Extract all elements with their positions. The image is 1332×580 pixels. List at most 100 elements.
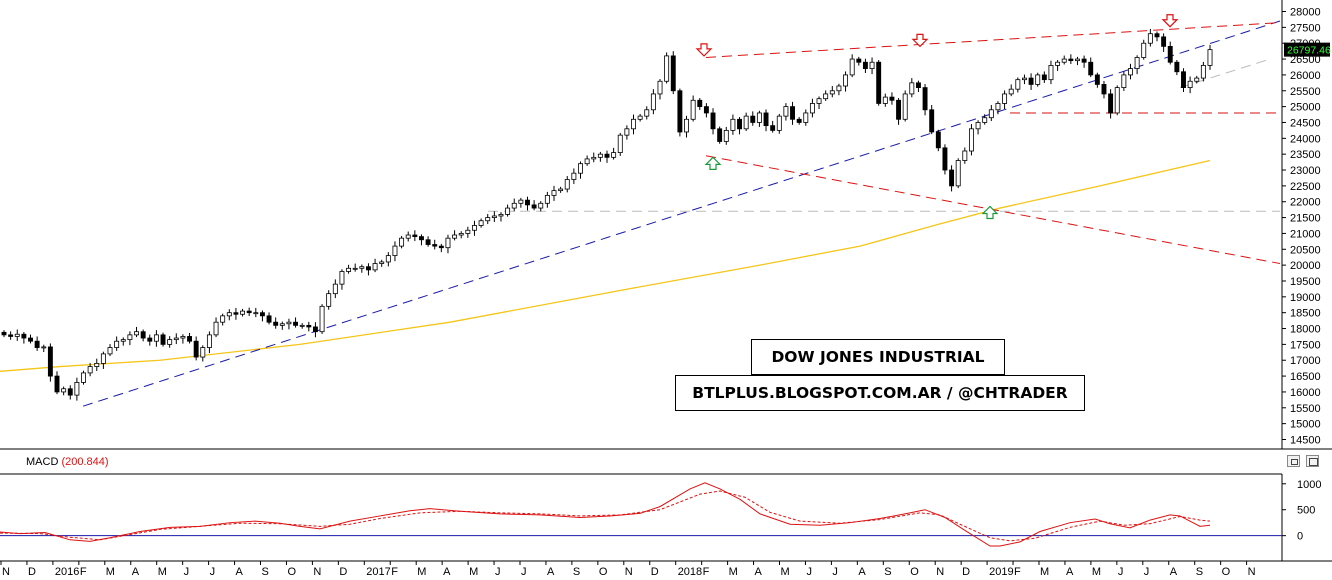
candle-body (584, 158, 590, 165)
candle-body (975, 122, 981, 130)
price-tick-label: 22000 (1290, 197, 1321, 209)
time-tick-label: D (962, 566, 970, 578)
price-tick-label: 14500 (1290, 434, 1321, 446)
candle-body (809, 103, 815, 114)
candle-body (379, 261, 385, 264)
candle-body (160, 334, 166, 345)
restore-button[interactable] (1287, 455, 1300, 467)
candle-body (929, 109, 935, 133)
price-tick-label: 22500 (1290, 181, 1321, 193)
candle-body (1207, 49, 1213, 66)
price-tick-label: 27500 (1290, 22, 1321, 34)
price-tick-label: 15000 (1290, 419, 1321, 431)
price-tick-label: 16000 (1290, 387, 1321, 399)
candle-body (1055, 61, 1061, 66)
price-tick-label: 24000 (1290, 133, 1321, 145)
candle-body (1128, 68, 1133, 76)
candle-body (1174, 61, 1180, 73)
candle-body (564, 179, 570, 190)
candle-body (452, 234, 458, 239)
candle-body (544, 194, 550, 204)
candle-body (273, 321, 279, 326)
candle-body (962, 150, 968, 161)
price-tick-label: 20000 (1290, 260, 1321, 272)
candle-body (829, 90, 835, 95)
arrow-down-icon (695, 43, 713, 57)
close-button[interactable] (1306, 455, 1319, 467)
candle-body (127, 334, 133, 341)
time-tick-label: J (832, 566, 838, 578)
candle-body (1141, 42, 1147, 58)
candle-body (385, 255, 391, 263)
candle-body (306, 324, 312, 328)
time-tick-label: J (806, 566, 812, 578)
time-tick-label: 2019 (989, 566, 1013, 578)
candle-body (180, 336, 186, 339)
price-tick-label: 20500 (1290, 244, 1321, 256)
candle-body (869, 61, 875, 69)
candle-body (909, 82, 915, 95)
candle-body (637, 115, 643, 120)
candle-body (856, 58, 862, 63)
candle-body (1194, 77, 1200, 82)
candle-body (233, 312, 239, 315)
candle-body (425, 239, 431, 245)
candle-body (1041, 74, 1047, 81)
macd-header: MACD (200.844) (0, 453, 1282, 472)
candle-body (935, 131, 941, 149)
candle-body (120, 339, 126, 342)
time-tick-label: O (599, 566, 608, 578)
candle-body (1154, 33, 1160, 38)
candle-body (240, 310, 246, 315)
candle-body (644, 109, 650, 117)
candle-body (1121, 74, 1127, 88)
candle-body (783, 106, 789, 117)
candle-body (717, 128, 723, 142)
candle-body (147, 337, 153, 342)
candle-body (326, 293, 332, 307)
candle-body (352, 267, 358, 270)
candle-body (41, 346, 47, 349)
price-tick-label: 16500 (1290, 371, 1321, 383)
candle-body (1181, 71, 1186, 88)
candle-body (604, 153, 610, 158)
time-tick-label: J (1144, 566, 1150, 578)
price-tick-label: 21500 (1290, 213, 1321, 225)
macd-lines (0, 482, 1282, 547)
candle-body (412, 234, 418, 237)
candle-body (525, 199, 530, 206)
price-tick-label: 28000 (1290, 7, 1321, 19)
time-tick-label: J (184, 566, 190, 578)
candle-body (1028, 77, 1034, 85)
candle-body (299, 324, 305, 327)
candle-body (107, 347, 113, 355)
time-tick-label: N (313, 566, 321, 578)
candle-body (187, 336, 192, 342)
candle-body (100, 353, 106, 364)
candle-body (889, 96, 895, 101)
candle-body (259, 312, 265, 317)
time-tick-label: M (729, 566, 738, 578)
price-tick-label: 19000 (1290, 292, 1321, 304)
time-tick-label: F (703, 566, 710, 578)
candle-body (81, 372, 86, 383)
candles (1, 28, 1213, 401)
price-tick-label: 17000 (1290, 355, 1321, 367)
price-tick-label: 18500 (1290, 308, 1321, 320)
time-tick-label: J (495, 566, 501, 578)
candle-body (226, 312, 232, 317)
candle-body (710, 112, 716, 130)
candle-body (677, 90, 683, 133)
candle-body (1015, 79, 1021, 90)
price-tick-label: 23500 (1290, 149, 1321, 161)
candle-body (1002, 93, 1008, 104)
candle-body (491, 215, 497, 218)
time-tick-label: O (1222, 566, 1231, 578)
candle-body (140, 331, 146, 339)
candle-body (419, 236, 424, 241)
candle-body (392, 245, 398, 257)
candle-body (664, 55, 670, 82)
candle-body (703, 106, 709, 114)
candle-body (173, 337, 179, 341)
